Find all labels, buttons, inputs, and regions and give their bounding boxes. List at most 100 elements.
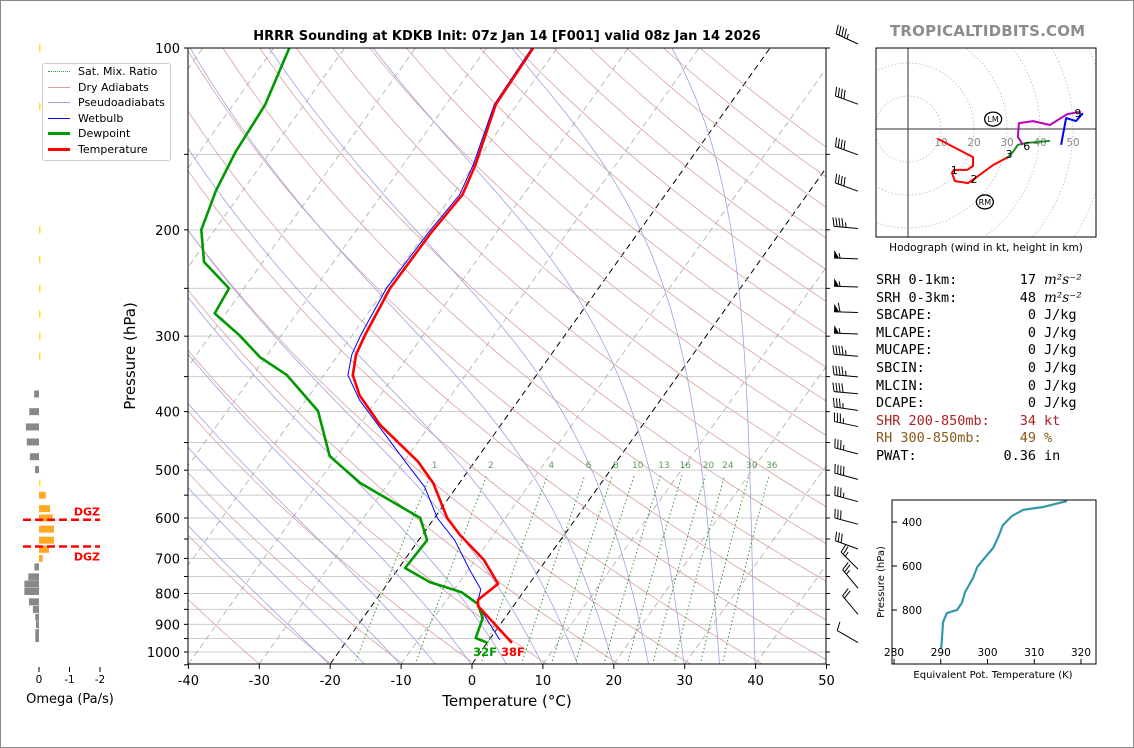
legend-swatch xyxy=(48,71,70,72)
barb-full xyxy=(832,382,835,392)
x-tick-label: -30 xyxy=(249,674,270,689)
barb-full xyxy=(833,397,835,408)
omega-bar xyxy=(39,554,43,562)
temperature-line xyxy=(351,48,535,644)
barb-full xyxy=(834,137,838,147)
legend-swatch xyxy=(48,117,70,119)
barb-full xyxy=(844,564,851,573)
highlight-isotherm xyxy=(471,167,826,664)
hodograph-ring-label: 20 xyxy=(967,137,980,149)
omega-bar xyxy=(39,256,41,264)
barb-half xyxy=(844,350,847,356)
stat-unit: J/kg xyxy=(1044,307,1077,324)
barb-full xyxy=(838,382,841,393)
y-tick-label: 400 xyxy=(155,406,180,421)
omega-bar xyxy=(39,332,41,340)
barb-pennant xyxy=(834,303,840,312)
mixing-ratio-label: 6 xyxy=(586,461,592,471)
barb-full xyxy=(840,139,843,149)
barb-full xyxy=(838,398,841,408)
dry-adiabat xyxy=(479,48,826,335)
omega-panel: DGZ DGZ 0 -1 -2 Omega (Pa/s) xyxy=(23,44,114,707)
surface-dewpoint-label: 32F xyxy=(473,645,497,659)
isotherm xyxy=(188,48,629,664)
pseudoadiabat xyxy=(188,524,330,664)
mixing-ratio-label: 24 xyxy=(722,461,734,471)
mixing-ratio-line xyxy=(603,475,662,664)
hodograph-ring-label: 40 xyxy=(1033,137,1046,149)
wind-barb xyxy=(834,86,859,105)
theta-e-x-tick-label: 310 xyxy=(1024,647,1044,659)
y-tick-label: 300 xyxy=(155,330,180,345)
theta-e-x-tick-label: 290 xyxy=(931,647,951,659)
stat-label: MUCAPE: xyxy=(876,342,933,359)
stat-rh-300-850: RH 300-850mb: 49% xyxy=(876,430,1096,448)
barb-half xyxy=(844,370,847,376)
stat-label: DCAPE: xyxy=(876,395,925,412)
mixing-ratio-line xyxy=(652,475,706,664)
stat-value: 17 xyxy=(1019,272,1036,288)
pseudoadiabat xyxy=(188,229,543,664)
barb-pennant xyxy=(834,325,840,334)
barb-full xyxy=(836,621,841,631)
mixing-ratio-label: 8 xyxy=(613,461,619,471)
pseudoadiabat xyxy=(188,487,365,664)
stat-unit: J/kg xyxy=(1044,359,1077,376)
legend-item-temperature: Temperature xyxy=(43,142,170,158)
stat-label: SBCAPE: xyxy=(876,307,933,324)
omega-bar xyxy=(35,621,39,629)
mixing-ratio-line xyxy=(480,475,548,664)
barb-full xyxy=(841,345,844,356)
legend-item-dewpoint: Dewpoint xyxy=(43,126,170,142)
omega-bar xyxy=(35,635,39,643)
stat-dcape: DCAPE: 0 J/kg xyxy=(876,395,1096,413)
omega-bar xyxy=(24,587,39,595)
dry-adiabat xyxy=(188,598,260,664)
mixing-ratio-line xyxy=(721,475,770,664)
isotherm xyxy=(188,48,487,467)
stat-unit: J/kg xyxy=(1044,395,1077,412)
stat-value: 34 xyxy=(1019,412,1036,429)
stat-value: 0 xyxy=(1027,395,1036,412)
hodograph-height-label: 2 xyxy=(971,173,978,186)
barb-full xyxy=(842,546,849,555)
x-tick-label: 50 xyxy=(818,674,835,689)
barb-full xyxy=(842,588,849,597)
x-tick-label: 40 xyxy=(747,674,764,689)
stat-label: MLCAPE: xyxy=(876,324,933,341)
mixing-ratio-line xyxy=(626,475,683,664)
stat-value: 0 xyxy=(1027,377,1036,394)
omega-axis-label: Omega (Pa/s) xyxy=(26,692,114,707)
wind-barb xyxy=(832,344,859,357)
y-tick-label: 600 xyxy=(155,512,180,527)
dry-adiabat xyxy=(188,229,692,664)
barb-half xyxy=(838,281,841,287)
stat-srh-0-3km: SRH 0-3km: 48 m²s⁻² xyxy=(876,290,1096,308)
wind-barbs xyxy=(832,24,859,643)
theta-e-x-tick-label: 280 xyxy=(884,647,904,659)
barb-staff xyxy=(834,406,859,411)
hodograph-ring-label: 30 xyxy=(1000,137,1013,149)
isotherm xyxy=(400,68,826,664)
surface-temperature-label: 38F xyxy=(501,645,525,659)
omega-bar xyxy=(39,310,41,318)
pseudoadiabat xyxy=(671,48,756,664)
wind-barb xyxy=(833,302,859,314)
dry-adiabat xyxy=(188,534,332,664)
dry-adiabat xyxy=(332,48,826,472)
mixing-ratio-line xyxy=(520,475,586,664)
barb-full xyxy=(835,24,839,34)
stat-unit: J/kg xyxy=(1044,377,1077,394)
y-tick-label: 500 xyxy=(155,464,180,479)
stat-label: SHR 200-850mb: xyxy=(876,412,990,429)
barb-pennant xyxy=(834,249,840,259)
barb-full xyxy=(837,302,841,313)
omega-bar xyxy=(35,613,39,621)
stat-value: 0 xyxy=(1027,324,1036,341)
pseudoadiabat xyxy=(372,48,685,664)
barb-full xyxy=(837,532,840,542)
barb-staff xyxy=(833,285,859,288)
hodograph-ring-label: 50 xyxy=(1066,137,1079,149)
theta-e-x-tick-label: 320 xyxy=(1071,647,1091,659)
dry-adiabat xyxy=(406,48,826,402)
